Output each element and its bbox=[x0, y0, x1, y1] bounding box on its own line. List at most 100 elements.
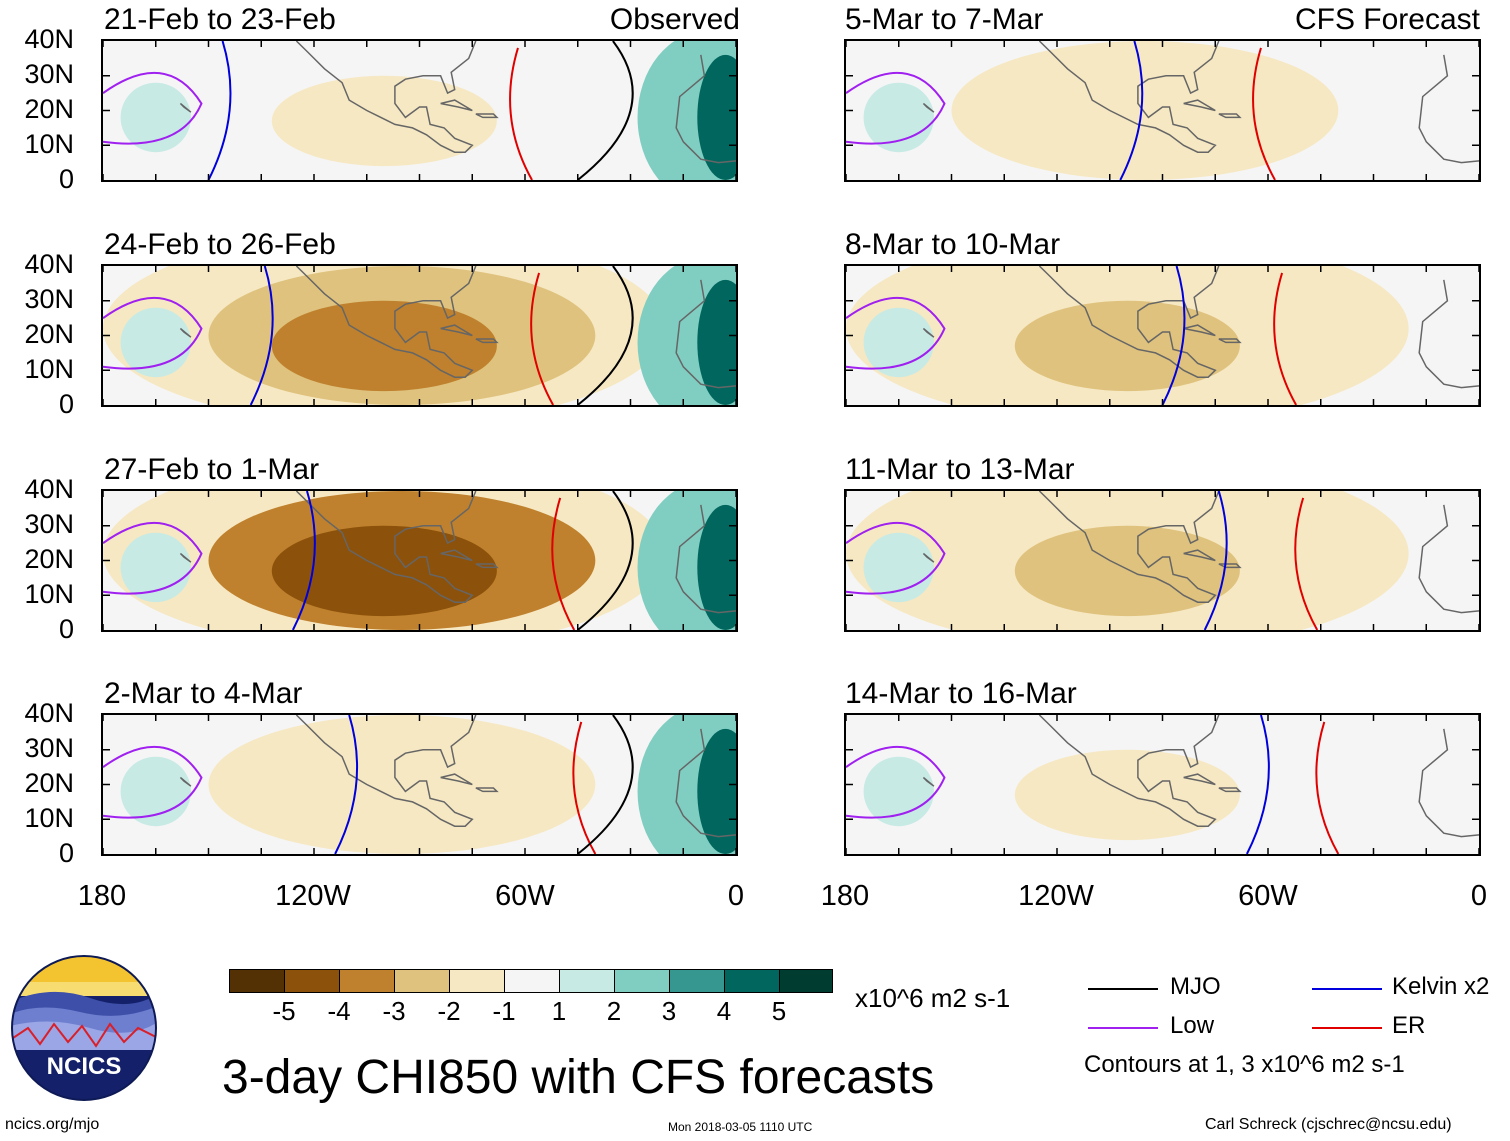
colorbar-swatch bbox=[449, 969, 505, 993]
coastline bbox=[1418, 504, 1479, 614]
map-canvas bbox=[846, 41, 1479, 180]
coastline bbox=[1418, 279, 1479, 389]
map-canvas bbox=[846, 715, 1479, 854]
map-canvas bbox=[846, 491, 1479, 630]
x-tick-label: 0 bbox=[727, 880, 745, 912]
colorbar-label: 4 bbox=[716, 996, 732, 1026]
legend-line-mjo bbox=[1088, 988, 1158, 990]
chart-title: 3-day CHI850 with CFS forecasts bbox=[222, 1051, 935, 1104]
panel-title: 2-Mar to 4-Mar bbox=[104, 677, 303, 710]
coastline bbox=[1183, 549, 1216, 562]
anomaly-region-positive bbox=[120, 307, 191, 378]
map-canvas bbox=[103, 41, 736, 180]
contour-kelvin bbox=[334, 715, 359, 854]
contour-er bbox=[551, 497, 576, 630]
colorbar-label: 3 bbox=[661, 996, 677, 1026]
x-tick-label: 60W bbox=[495, 880, 555, 912]
contour-kelvin bbox=[1203, 491, 1228, 630]
contour-low bbox=[103, 296, 203, 370]
coastline bbox=[1218, 338, 1242, 344]
anomaly-region-positive bbox=[697, 279, 736, 405]
panel-title: 11-Mar to 13-Mar bbox=[845, 453, 1075, 486]
legend-note: Contours at 1, 3 x10^6 m2 s-1 bbox=[1084, 1051, 1405, 1078]
anomaly-region-positive bbox=[863, 307, 934, 378]
coastline bbox=[1218, 563, 1242, 569]
y-tick-label: 40N bbox=[24, 249, 74, 279]
contour-low bbox=[846, 521, 946, 595]
colorbar-swatch bbox=[504, 969, 560, 993]
coastline bbox=[440, 549, 473, 562]
contour-kelvin bbox=[292, 491, 316, 630]
y-tick-label: 0 bbox=[58, 389, 74, 419]
footer-url: ncics.org/mjo bbox=[5, 1116, 100, 1133]
coastline bbox=[1183, 773, 1216, 786]
y-tick-label: 30N bbox=[24, 509, 74, 539]
contour-mjo bbox=[577, 266, 634, 405]
coastline bbox=[295, 491, 477, 603]
footer-timestamp: Mon 2018-03-05 1110 UTC bbox=[668, 1120, 813, 1134]
colorbar-label: -4 bbox=[327, 996, 351, 1026]
coastline bbox=[179, 327, 192, 338]
colorbar-swatch bbox=[559, 969, 615, 993]
contour-low bbox=[103, 71, 203, 145]
map-panel-observed-3 bbox=[101, 489, 738, 632]
colorbar-swatch bbox=[779, 969, 833, 993]
coastline bbox=[1038, 266, 1220, 378]
coastline bbox=[922, 102, 935, 113]
panel-title: 14-Mar to 16-Mar bbox=[845, 677, 1077, 710]
coastline bbox=[1218, 113, 1242, 119]
contour-kelvin bbox=[1246, 715, 1270, 854]
y-tick-label: 20N bbox=[24, 768, 74, 798]
y-tick-label: 20N bbox=[24, 94, 74, 124]
colorbar-swatch bbox=[669, 969, 725, 993]
coastline bbox=[179, 776, 192, 787]
map-panel-forecast-3 bbox=[844, 489, 1481, 632]
y-tick-label: 30N bbox=[24, 59, 74, 89]
coastline bbox=[475, 113, 499, 119]
x-tick-label: 120W bbox=[1018, 880, 1094, 912]
legend-line-er bbox=[1312, 1027, 1382, 1029]
y-tick-label: 0 bbox=[58, 838, 74, 868]
colorbar-label: 5 bbox=[771, 996, 787, 1026]
contour-low bbox=[103, 745, 203, 819]
contour-er bbox=[1252, 47, 1276, 180]
contour-er bbox=[1273, 272, 1298, 405]
logo-text: NCICS bbox=[47, 1053, 122, 1080]
coastline bbox=[475, 787, 499, 793]
map-panel-forecast-2 bbox=[844, 264, 1481, 407]
y-tick-label: 30N bbox=[24, 733, 74, 763]
contour-er bbox=[1315, 721, 1340, 854]
panel-title: 27-Feb to 1-Mar bbox=[104, 453, 320, 486]
coastline bbox=[922, 776, 935, 787]
colorbar-swatch bbox=[339, 969, 395, 993]
coastline bbox=[1418, 728, 1479, 838]
legend-line-kelvin bbox=[1312, 988, 1382, 990]
coastline bbox=[440, 324, 473, 337]
coastline bbox=[675, 728, 736, 838]
anomaly-region-positive bbox=[697, 504, 736, 630]
y-tick-label: 30N bbox=[24, 284, 74, 314]
colorbar-swatch bbox=[394, 969, 450, 993]
ncics-logo: NCICS bbox=[11, 955, 157, 1101]
coastline bbox=[475, 338, 499, 344]
coastline bbox=[675, 504, 736, 614]
colorbar-label: -3 bbox=[382, 996, 406, 1026]
contour-kelvin bbox=[1161, 266, 1186, 405]
contour-kelvin bbox=[1119, 41, 1144, 180]
contour-er bbox=[530, 272, 555, 405]
panel-title: 8-Mar to 10-Mar bbox=[845, 228, 1061, 261]
coastline bbox=[475, 563, 499, 569]
x-tick-label: 120W bbox=[275, 880, 351, 912]
map-panel-observed-4 bbox=[101, 713, 738, 856]
map-canvas bbox=[846, 266, 1479, 405]
anomaly-region-positive bbox=[120, 82, 191, 153]
contour-mjo bbox=[577, 41, 634, 180]
y-tick-label: 40N bbox=[24, 474, 74, 504]
map-canvas bbox=[103, 715, 736, 854]
contour-mjo bbox=[577, 491, 634, 630]
contour-er bbox=[1294, 497, 1319, 630]
anomaly-region-positive bbox=[697, 54, 736, 180]
anomaly-region-positive bbox=[697, 728, 736, 854]
y-tick-label: 0 bbox=[58, 614, 74, 644]
contour-kelvin bbox=[207, 41, 232, 180]
